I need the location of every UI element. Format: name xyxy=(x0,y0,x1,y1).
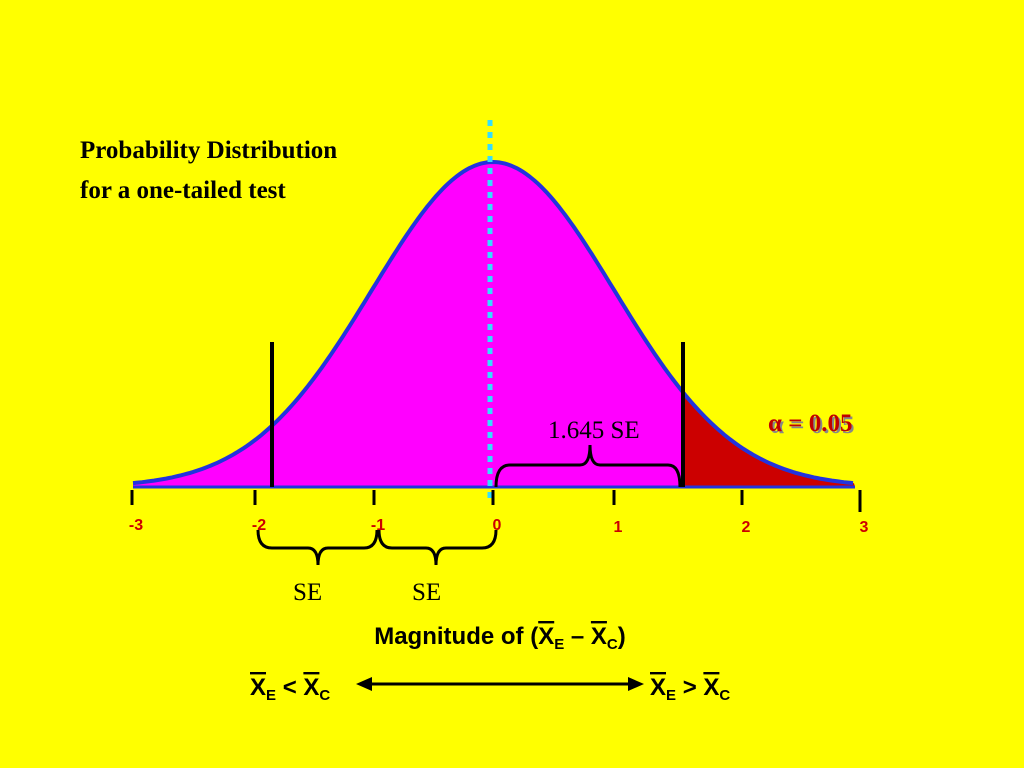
text: X xyxy=(591,623,607,650)
text: X xyxy=(703,674,719,701)
axis-ticks: -3 -2 -1 0 1 2 3 xyxy=(129,490,869,536)
text: C xyxy=(319,687,330,704)
tick-label: 2 xyxy=(742,519,751,536)
alpha-label: α = 0.05 xyxy=(768,410,852,437)
text: E xyxy=(554,636,564,653)
tick-label: -2 xyxy=(252,517,266,534)
right-end-label: XE > XC xyxy=(650,674,730,704)
alpha-region xyxy=(683,392,855,487)
alpha-shadow: α = 0.05 xyxy=(770,412,854,439)
brace-se-1 xyxy=(256,529,379,566)
text: Magnitude of ( xyxy=(374,623,538,650)
text: X xyxy=(303,674,319,701)
left-end-label: XE < XC xyxy=(250,674,330,704)
text: X xyxy=(538,623,554,650)
text: ) xyxy=(618,623,626,650)
critical-label: 1.645 SE xyxy=(548,417,640,444)
brace-se-2 xyxy=(377,529,498,566)
se-label: SE xyxy=(412,579,441,606)
tick-label: 3 xyxy=(860,519,869,536)
curve-layer xyxy=(132,159,855,489)
text: C xyxy=(607,636,618,653)
text: X xyxy=(650,674,666,701)
title-line: Probability Distribution xyxy=(80,137,337,164)
brace-critical xyxy=(494,444,682,488)
text: < xyxy=(276,674,303,701)
tick-label: -1 xyxy=(371,517,385,534)
curve-area xyxy=(133,162,855,487)
title-line: for a one-tailed test xyxy=(80,177,286,204)
arrow-head xyxy=(356,677,372,691)
text: C xyxy=(719,687,730,704)
text: > xyxy=(676,674,703,701)
tick-label: 1 xyxy=(614,519,623,536)
curve-outline xyxy=(132,159,854,486)
arrow-head xyxy=(628,677,644,691)
text: X xyxy=(250,674,266,701)
axis-title: Magnitude of (XE – XC) xyxy=(374,623,626,653)
se-label: SE xyxy=(293,579,322,606)
tick-label: 0 xyxy=(493,517,502,534)
text: E xyxy=(266,687,276,704)
tick-label: -3 xyxy=(129,517,143,534)
text: – xyxy=(564,623,591,650)
text: E xyxy=(666,687,676,704)
